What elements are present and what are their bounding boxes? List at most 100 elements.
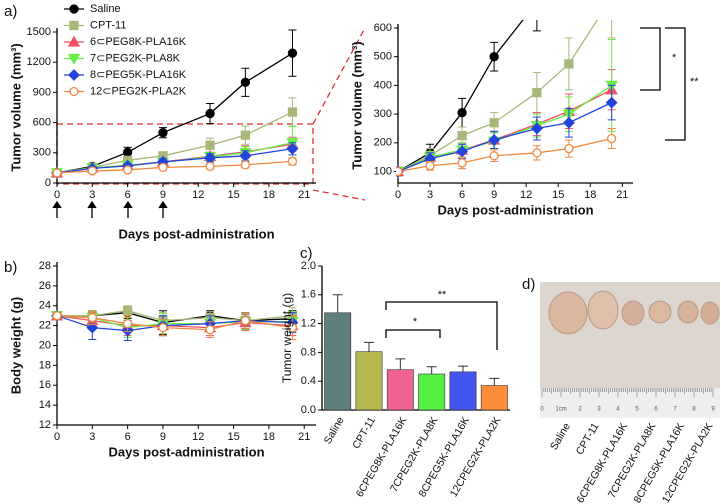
marker (608, 0, 616, 2)
x-tick-label: 12 (192, 431, 204, 443)
x-tick-label: 18 (584, 189, 596, 201)
marker (533, 0, 541, 6)
marker (240, 160, 251, 170)
y-tick-label: 0.8 (301, 346, 316, 358)
marker (606, 133, 617, 144)
legend-label: 6⊂PEG8K-PLA16K (90, 36, 187, 48)
legend-label: 7⊂PEG2K-PLA8K (90, 52, 181, 64)
y-axis-label: Tumor volume (mm³) (349, 41, 364, 169)
panel-label: b) (4, 259, 17, 276)
y-tick-label: 300 (374, 108, 392, 120)
x-tick-label: 12 (192, 189, 204, 201)
x-tick-label: 9 (160, 189, 166, 201)
x-axis-label: Days post-administration (118, 226, 274, 241)
y-axis-label: Body weight (g) (8, 297, 23, 395)
y-tick-label: 1500 (27, 26, 51, 38)
marker (205, 140, 215, 150)
marker (562, 116, 575, 129)
marker (425, 161, 435, 171)
marker (158, 162, 168, 173)
y-tick-label: 0 (45, 177, 51, 189)
y-tick-label: 14 (39, 399, 51, 411)
y-tick-label: 0.4 (301, 375, 316, 387)
legend-label: CPT-11 (90, 19, 126, 31)
x-tick-label: 9 (160, 431, 166, 443)
y-tick-label: 18 (39, 359, 51, 371)
photo-label: CPT-11 (574, 421, 602, 457)
marker (67, 53, 81, 65)
significance-bracket (665, 27, 686, 141)
marker (287, 322, 298, 333)
y-tick-label: 1.2 (301, 318, 316, 330)
marker (87, 313, 97, 323)
zoom-connector (312, 189, 366, 201)
x-axis-label: Days post-administration (437, 202, 593, 217)
marker (489, 52, 499, 62)
x-tick-label: 15 (552, 189, 564, 201)
x-tick-label: 6 (125, 431, 131, 443)
bar (449, 371, 477, 411)
bar (418, 373, 446, 411)
marker (69, 4, 79, 14)
y-tick-label: 500 (374, 51, 392, 63)
x-tick-label: 3 (89, 431, 95, 443)
y-tick-label: 0.0 (301, 404, 316, 416)
photo-label: 6CPEG8K-PLA16K (574, 421, 630, 504)
bar (480, 385, 508, 411)
ruler-label: 4 (616, 407, 620, 413)
y-tick-label: 400 (374, 79, 392, 91)
marker (564, 143, 574, 154)
marker (240, 130, 251, 140)
marker (68, 69, 80, 81)
x-tick-label: 0 (54, 189, 60, 201)
marker (52, 168, 62, 178)
marker (457, 158, 467, 168)
marker (532, 87, 542, 98)
marker (205, 108, 215, 119)
error-bar (458, 365, 468, 372)
marker (158, 128, 168, 138)
x-tick-label: 21 (298, 431, 310, 443)
error-bar (395, 358, 406, 370)
x-tick-label: 6 (125, 189, 131, 201)
ruler-label: 8 (692, 407, 696, 413)
ruler-label: 6 (654, 407, 658, 413)
photo-label: 8CPEG5K-PLA16K (631, 421, 687, 504)
plot-area (396, 0, 618, 178)
x-tick-label: 12 (520, 189, 532, 201)
marker (488, 134, 501, 146)
marker (489, 151, 499, 161)
plot-area (50, 29, 299, 180)
significance: ** (690, 76, 699, 88)
marker (122, 147, 133, 157)
marker (69, 20, 79, 31)
error-bar (489, 377, 500, 386)
y-tick-label: 1.6 (301, 289, 316, 301)
marker (287, 48, 298, 58)
marker (396, 166, 403, 177)
x-tick-label: Saline (322, 415, 347, 446)
y-tick-label: 600 (33, 117, 51, 129)
error-bar (364, 341, 374, 352)
zoom-box (56, 123, 314, 185)
zoom-connector (312, 27, 366, 125)
y-tick-label: 900 (33, 86, 51, 98)
marker (205, 161, 215, 172)
bar (355, 351, 383, 411)
ruler-label: 2 (578, 407, 582, 413)
significance-bracket (385, 329, 441, 338)
error-bar (332, 294, 343, 313)
x-tick-label: CPT-11 (350, 415, 378, 451)
x-tick-label: 6 (459, 189, 465, 201)
significance: * (672, 52, 677, 64)
ruler-label: 3 (597, 407, 601, 413)
y-axis-label: Tumor volume (mm³) (8, 43, 23, 171)
x-axis-label: Days post-administration (108, 444, 264, 459)
y-tick-label: 16 (39, 379, 51, 391)
marker (286, 142, 299, 155)
error-bar (532, 20, 541, 32)
marker (489, 118, 499, 128)
x-tick-label: 18 (263, 431, 275, 443)
plot-area (50, 305, 299, 342)
